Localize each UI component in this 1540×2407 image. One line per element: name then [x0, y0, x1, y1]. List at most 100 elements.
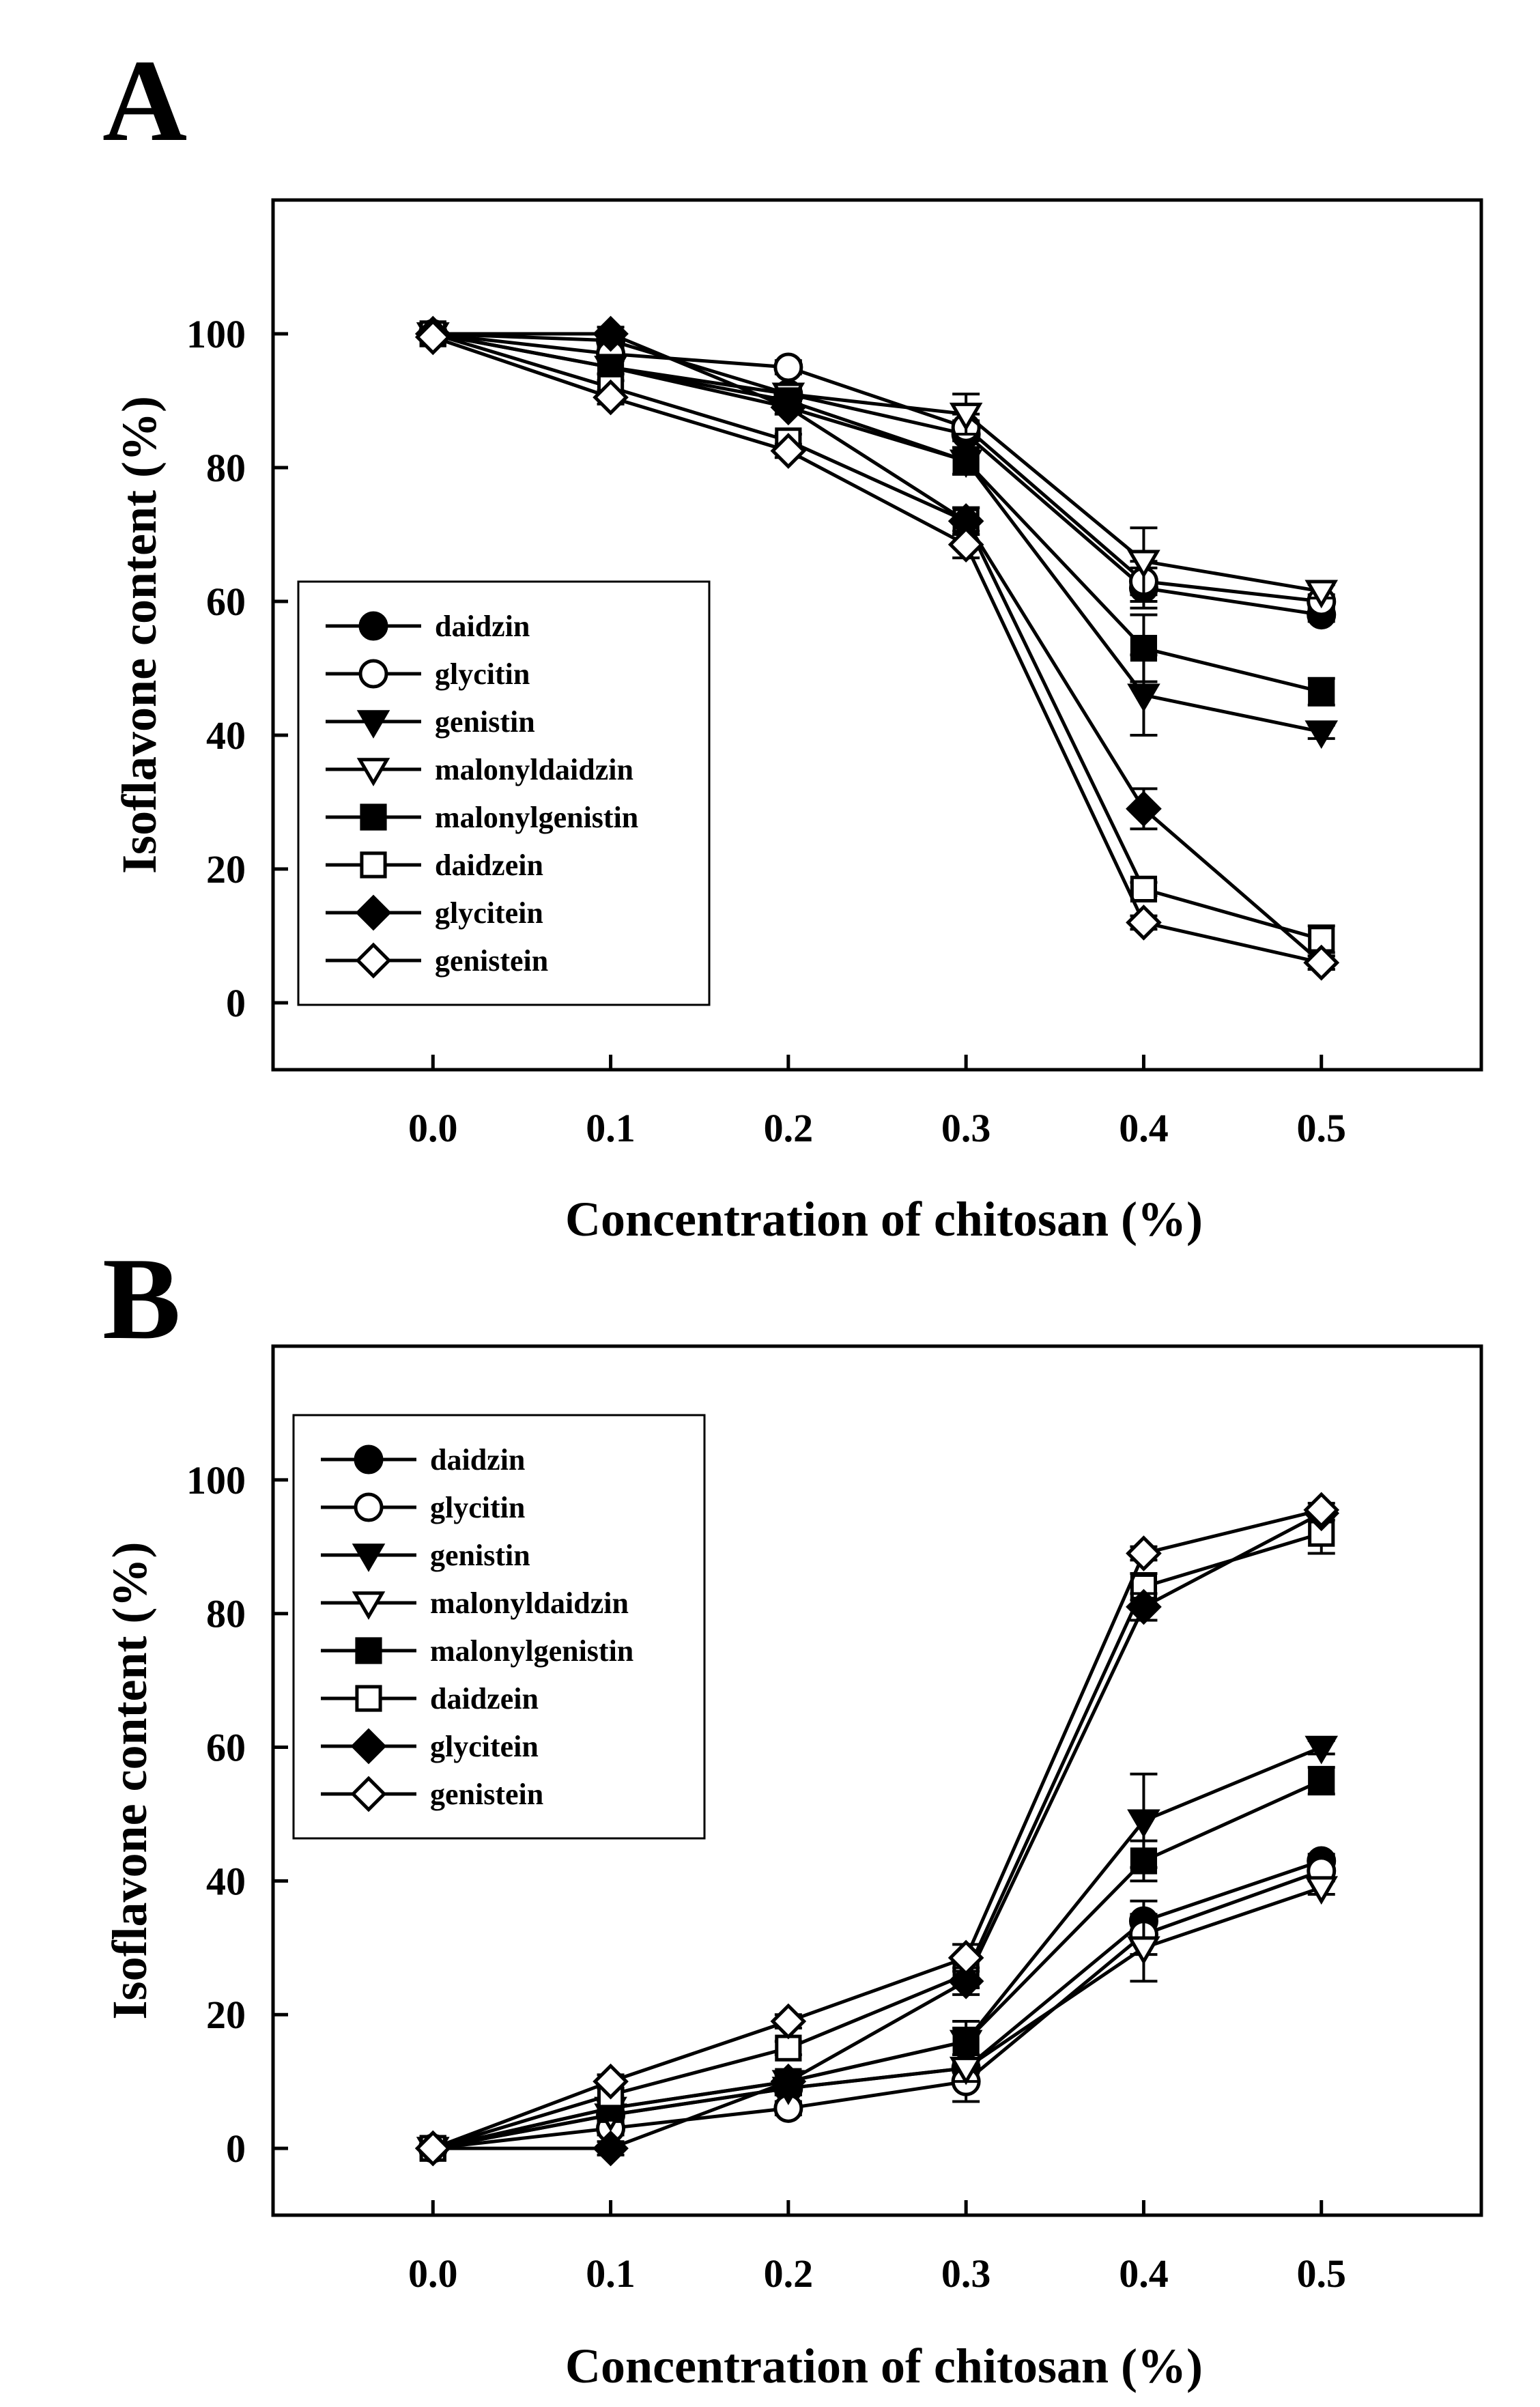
- data-point-genistein: [414, 319, 451, 356]
- series-line-glycitin: [432, 1869, 1322, 2150]
- y-tick-label: 100: [186, 1458, 246, 1502]
- data-point-genistein: [593, 379, 629, 416]
- legend-marker-malonyldaidzin: [356, 758, 390, 786]
- y-tick-label: 40: [206, 713, 246, 758]
- series-layer: [414, 1492, 1340, 2167]
- y-tick-label: 100: [186, 312, 246, 356]
- data-point-daidzein: [775, 2034, 802, 2062]
- legend-marker-malonylgenistin: [355, 1637, 382, 1664]
- data-point-glycitein: [770, 2063, 807, 2100]
- x-tick-label: 0.4: [1119, 1106, 1169, 1150]
- data-point-glycitein: [593, 315, 629, 352]
- x-axis-title: Concentration of chitosan (%): [565, 2339, 1203, 2393]
- x-axis-title: Concentration of chitosan (%): [565, 1192, 1203, 1247]
- chart-panel-b: B 0.0 0.1 0.2 0.3 0.4 0.5 0 20 40 60 80 100 Concentra…: [102, 1234, 1483, 2393]
- legend-marker-glycitin: [358, 659, 388, 689]
- legend-item: malonylgenistin: [326, 801, 638, 834]
- data-point-glycitein: [1126, 791, 1162, 827]
- legend-marker-genistein: [355, 942, 392, 979]
- x-tick-label: 0.0: [408, 1106, 458, 1150]
- data-point-genistein: [947, 1939, 984, 1976]
- plot-frame: [271, 1344, 1483, 2217]
- legend-label: malonyldaidzin: [435, 753, 633, 786]
- plot-frame: [271, 198, 1483, 1072]
- data-point-glycitein: [947, 1963, 984, 1999]
- data-point-glycitein: [1126, 1589, 1162, 1625]
- series-line-malonyldaidzin: [432, 1885, 1322, 2150]
- series-line-daidzein: [432, 332, 1322, 941]
- x-tick-label: 0.3: [941, 2251, 991, 2296]
- data-point-daidzein: [1130, 875, 1158, 903]
- data-point-genistein: [770, 2003, 807, 2040]
- series-line-glycitein: [433, 1511, 1322, 2150]
- data-point-malonyldaidzin: [1127, 1936, 1160, 1965]
- legend-marker-glycitein: [355, 894, 392, 931]
- y-tick-label: 20: [206, 1993, 246, 2037]
- legend-label: daidzein: [430, 1682, 539, 1715]
- data-point-genistein: [1126, 1535, 1162, 1571]
- legend-label: glycitein: [435, 896, 543, 930]
- panel-label: A: [102, 36, 187, 166]
- series-line-glycitein: [433, 332, 1323, 965]
- y-tick-label: 60: [206, 1726, 246, 1770]
- series-line-genistein: [432, 335, 1322, 965]
- legend-label: glycitein: [430, 1730, 539, 1763]
- legend-label: malonyldaidzin: [430, 1586, 629, 1620]
- legend-marker-daidzin: [354, 1444, 384, 1475]
- legend-marker-malonyldaidzin: [352, 1591, 386, 1620]
- data-point-genistin: [1304, 720, 1339, 750]
- legend-marker-daidzein: [360, 851, 387, 879]
- x-tick-label: 0.1: [586, 1106, 636, 1150]
- legend-item: malonyldaidzin: [321, 1586, 629, 1620]
- legend-item: daidzein: [321, 1682, 539, 1715]
- data-point-genistin: [1127, 1809, 1160, 1838]
- legend-item: glycitein: [321, 1728, 539, 1765]
- y-tick-label: 60: [206, 580, 246, 624]
- legend-item: genistin: [326, 705, 535, 739]
- y-tick-label: 0: [226, 2126, 246, 2171]
- legend-label: genistin: [435, 705, 535, 739]
- data-point-malonylgenistin: [952, 2027, 980, 2055]
- x-tick-label: 0.4: [1119, 2251, 1169, 2296]
- y-tick-label: 20: [206, 847, 246, 892]
- y-tick-label: 40: [206, 1859, 246, 1903]
- legend-marker-genistin: [352, 1543, 386, 1572]
- legend-label: glycitin: [430, 1491, 525, 1524]
- legend-marker-malonylgenistin: [360, 803, 387, 831]
- panel-label: B: [102, 1234, 181, 1364]
- legend-item: malonyldaidzin: [326, 753, 633, 786]
- data-point-genistein: [1303, 944, 1340, 981]
- data-point-malonylgenistin: [1308, 678, 1335, 705]
- legend-label: glycitin: [435, 657, 530, 691]
- data-point-genistein: [414, 2130, 451, 2167]
- x-tick-label: 0.5: [1296, 2251, 1346, 2296]
- legend-item: daidzin: [321, 1443, 525, 1477]
- data-point-genistin: [1304, 1735, 1339, 1765]
- legend-item: glycitin: [326, 657, 530, 691]
- data-point-genistin: [1127, 683, 1160, 713]
- x-tick-label: 0.2: [764, 1106, 814, 1150]
- y-tick-label: 80: [206, 1592, 246, 1636]
- legend-marker-daidzin: [358, 611, 388, 641]
- legend-label: daidzin: [430, 1443, 525, 1477]
- legend-box: [297, 580, 711, 1006]
- data-point-genistein: [770, 433, 807, 469]
- data-point-malonyldaidzin: [949, 402, 983, 431]
- legend-marker-glycitin: [354, 1492, 384, 1522]
- data-point-malonyldaidzin: [1304, 580, 1339, 609]
- legend-item: glycitin: [321, 1491, 525, 1524]
- chart-panel-a: A 0.0 0.1 0.2 0.3 0.4 0.5 0 20 40 60 80 100 Concentra…: [102, 36, 1483, 1247]
- legend-label: daidzein: [435, 849, 543, 882]
- data-point-glycitin: [773, 352, 803, 382]
- series-line-daidzein: [432, 1531, 1322, 2150]
- data-point-malonyldaidzin: [1127, 550, 1160, 579]
- y-tick-label: 80: [206, 446, 246, 490]
- legend-item: malonylgenistin: [321, 1634, 633, 1668]
- series-line-genistein: [432, 1508, 1322, 2150]
- series-line-malonylgenistin: [432, 332, 1322, 694]
- data-point-genistein: [593, 2063, 629, 2100]
- legend-marker-genistein: [350, 1776, 387, 1812]
- data-point-glycitein: [770, 389, 807, 426]
- series-line-glycitin: [432, 332, 1322, 603]
- series-daidzin: [418, 1846, 1337, 2163]
